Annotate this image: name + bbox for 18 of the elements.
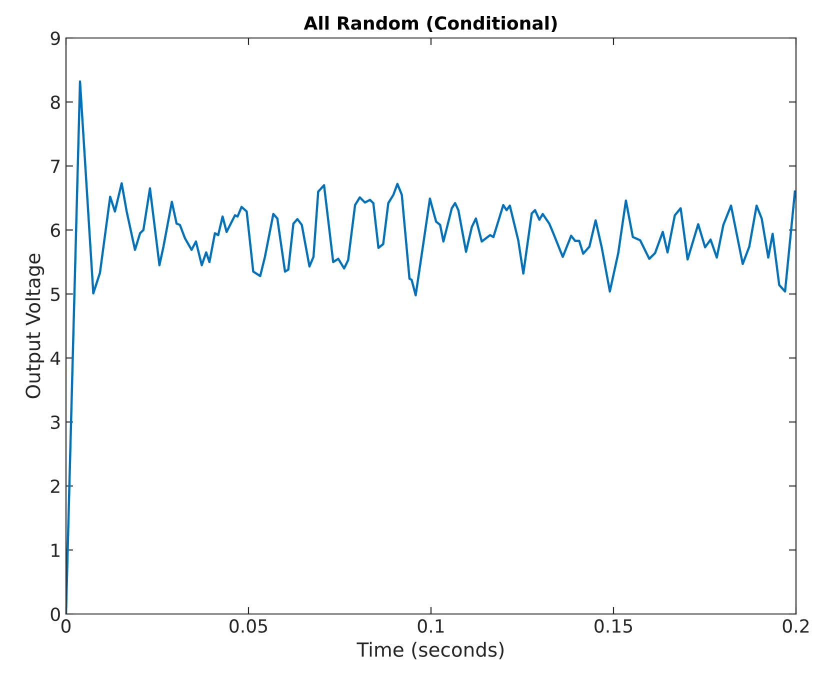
- x-tick-label: 0.2: [782, 619, 809, 633]
- y-tick-label: 3: [51, 415, 60, 430]
- y-tick-label: 7: [51, 160, 60, 173]
- y-tick-label: 5: [51, 288, 60, 302]
- y-tick-label: 8: [50, 95, 60, 110]
- y-tick-label: 4: [50, 352, 60, 365]
- chart-title: All Random (Conditional): [304, 16, 557, 32]
- y-axis-title: Output Voltage: [25, 254, 44, 398]
- x-tick-label: 0.05: [230, 619, 268, 633]
- x-tick-label: 0.1: [418, 619, 444, 633]
- y-tick-label: 0: [50, 607, 60, 622]
- x-axis-title: Time (seconds): [356, 642, 504, 660]
- x-tick-label: 0.15: [594, 619, 632, 633]
- y-tick-label: 2: [50, 479, 60, 493]
- y-tick-label: 1: [52, 544, 60, 557]
- y-tick-label: 9: [50, 31, 60, 46]
- x-tick-label: 0: [61, 619, 71, 633]
- y-tick-label: 6: [50, 223, 60, 238]
